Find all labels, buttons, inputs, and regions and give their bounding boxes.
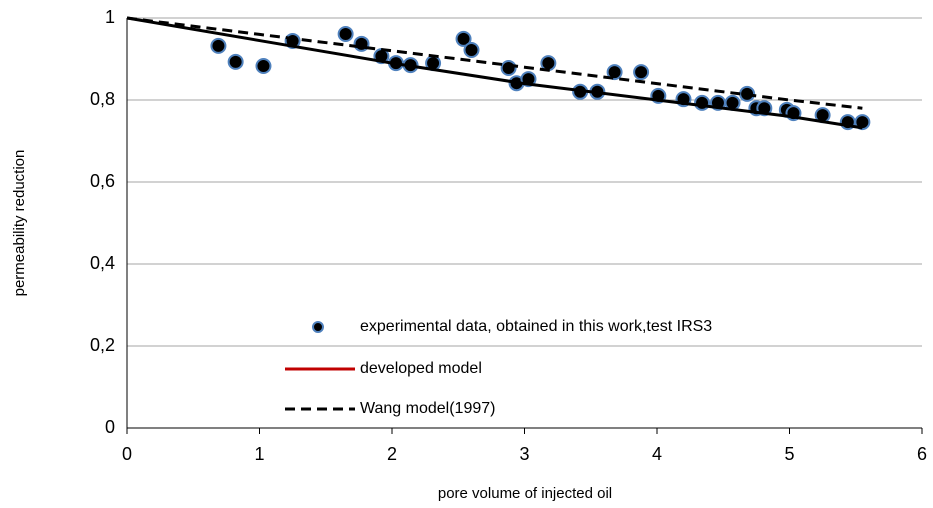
y-axis-label: permeability reduction [11, 150, 28, 297]
data-point [606, 64, 623, 81]
data-point [633, 64, 650, 81]
data-point [455, 30, 472, 47]
legend-label: experimental data, obtained in this work… [360, 318, 712, 335]
y-tick-label: 1 [105, 7, 115, 27]
x-tick-label: 4 [652, 444, 662, 464]
y-tick-label: 0,2 [90, 335, 115, 355]
x-axis-label: pore volume of injected oil [438, 485, 612, 502]
x-tick-label: 3 [519, 444, 529, 464]
data-point [540, 55, 557, 72]
x-tick-label: 5 [784, 444, 794, 464]
model-line [126, 16, 863, 110]
model-line [126, 16, 863, 130]
y-tick-label: 0 [105, 417, 115, 437]
y-tick-label: 0,6 [90, 171, 115, 191]
x-tick-label: 0 [122, 444, 132, 464]
data-point [210, 37, 227, 54]
data-point [694, 94, 711, 111]
y-tick-label: 0,8 [90, 89, 115, 109]
x-tick-label: 6 [917, 444, 927, 464]
data-point [463, 41, 480, 58]
legend-label: developed model [360, 360, 482, 377]
legend-label: Wang model(1997) [360, 400, 495, 417]
data-point [854, 114, 871, 131]
x-tick-label: 1 [254, 444, 264, 464]
data-point [337, 25, 354, 42]
legend-marker [312, 321, 324, 333]
x-tick-label: 2 [387, 444, 397, 464]
data-point [500, 60, 517, 77]
y-tick-label: 0,4 [90, 253, 115, 273]
data-point [255, 57, 272, 74]
data-point [227, 53, 244, 70]
